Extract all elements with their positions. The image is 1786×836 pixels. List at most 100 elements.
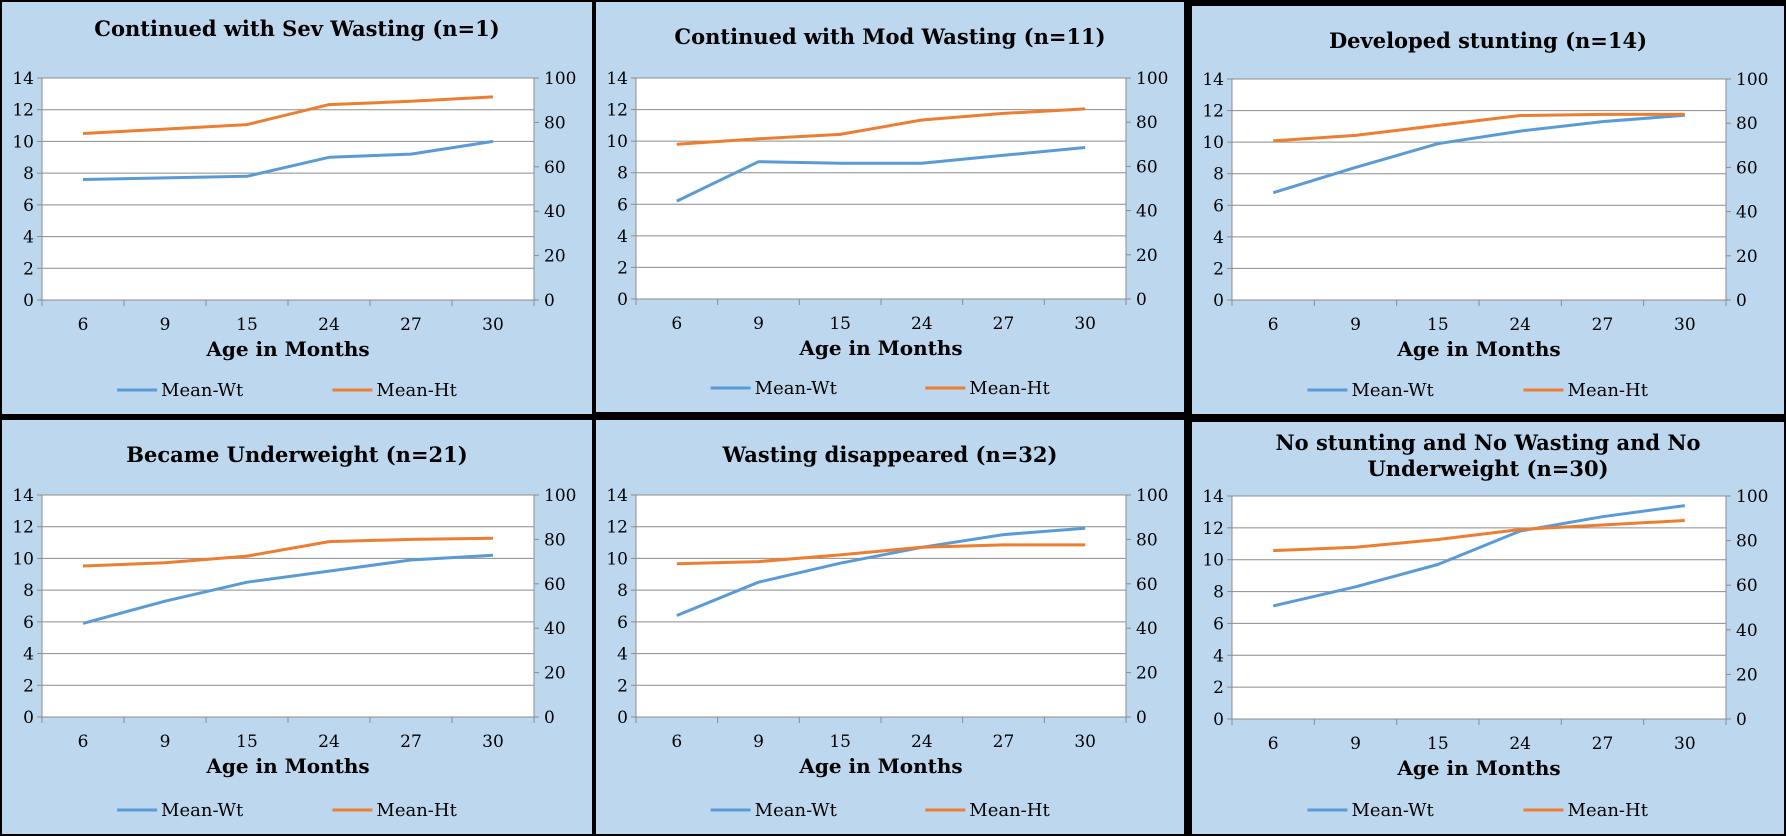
plot-area: [636, 495, 1126, 717]
y2-tick-label: 100: [1736, 487, 1768, 507]
y-tick-label: 2: [23, 676, 34, 696]
y2-tick-label: 40: [544, 202, 566, 222]
x-tick-label: 15: [1427, 734, 1449, 754]
x-axis-label: Age in Months: [205, 754, 369, 778]
series-line-mean-ht: [82, 536, 494, 568]
y-tick-label: 12: [12, 518, 34, 538]
series-line-mean-wt: [676, 526, 1086, 617]
legend-label: Mean-Ht: [1568, 380, 1649, 401]
y-tick-label: 6: [1213, 196, 1224, 216]
series-line-mean-ht: [676, 543, 1086, 566]
legend-label: Mean-Wt: [755, 378, 838, 399]
y2-tick-label: 20: [1736, 665, 1758, 685]
y-tick-label: 2: [1213, 678, 1224, 698]
chart-svg: Wasting disappeared (n=32)02468101214020…: [606, 442, 1168, 821]
x-axis-label: Age in Months: [205, 337, 369, 361]
y2-tick-label: 60: [544, 158, 566, 178]
x-tick-label: 9: [753, 314, 764, 334]
y-tick-label: 2: [1213, 259, 1224, 279]
x-tick-label: 6: [1268, 315, 1279, 335]
x-tick-label: 24: [911, 314, 933, 334]
y-tick-label: 0: [617, 708, 628, 728]
y2-tick-label: 100: [1136, 486, 1168, 506]
x-tick-label: 24: [318, 315, 340, 335]
y-tick-label: 14: [606, 486, 628, 506]
chart-title: Continued with Sev Wasting (n=1): [94, 16, 499, 41]
x-tick-label: 27: [400, 732, 422, 752]
series-line-mean-ht: [1273, 519, 1685, 553]
x-tick-label: 30: [482, 315, 504, 335]
chart-title: Continued with Mod Wasting (n=11): [674, 24, 1105, 49]
chart-svg: Became Underweight (n=21)024681012140204…: [12, 442, 576, 821]
legend-label: Mean-Wt: [755, 800, 838, 821]
x-axis-label: Age in Months: [798, 336, 962, 360]
x-tick-label: 30: [482, 732, 504, 752]
y-tick-label: 12: [12, 101, 34, 121]
y-tick-label: 6: [617, 613, 628, 633]
chart-svg: Continued with Mod Wasting (n=11) 0 24 6 8 10…: [606, 24, 1168, 399]
x-tick-label: 24: [1509, 315, 1531, 335]
series-line-mean-wt: [82, 139, 494, 181]
series-line-mean-wt: [1272, 504, 1686, 608]
x-tick-label: 15: [829, 314, 851, 334]
legend-label: Mean-Wt: [161, 800, 244, 821]
x-axis-label: Age in Months: [1396, 756, 1560, 780]
x-tick-label: 15: [236, 732, 258, 752]
y-tick-label: 2: [617, 676, 628, 696]
y-tick-label: 4: [23, 645, 34, 665]
plot-area: [42, 495, 534, 717]
chart-title: Wasting disappeared (n=32): [722, 442, 1058, 467]
y2-tick-label: 40: [544, 619, 566, 639]
y-tick-label: 6: [617, 195, 628, 215]
y-tick-label: 12: [606, 101, 628, 121]
y-tick-label: 0: [23, 708, 34, 728]
x-tick-label: 30: [1074, 732, 1096, 752]
y2-tick-label: 20: [1136, 246, 1158, 266]
legend-label: Mean-Ht: [969, 378, 1050, 399]
y-tick-label: 10: [606, 132, 628, 152]
legend-label: Mean-Wt: [161, 380, 244, 401]
x-tick-label: 6: [78, 315, 89, 335]
y-tick-label: 4: [617, 227, 628, 247]
plot-area: [1232, 79, 1726, 300]
legend-label: Mean-Ht: [376, 380, 457, 401]
y2-tick-label: 0: [1136, 290, 1147, 310]
y2-tick-label: 0: [544, 291, 555, 311]
y2-tick-label: 40: [1736, 203, 1758, 223]
y-tick-label: 8: [617, 164, 628, 184]
y2-tick-label: 100: [544, 486, 576, 506]
y-tick-label: 8: [1213, 583, 1224, 603]
y-tick-label: 0: [617, 290, 628, 310]
x-tick-label: 9: [1350, 734, 1361, 754]
x-tick-label: 27: [1592, 734, 1614, 754]
y-tick-label: 12: [606, 518, 628, 538]
x-tick-label: 9: [160, 732, 171, 752]
plot-area: [1232, 496, 1726, 719]
y-tick-label: 6: [23, 196, 34, 216]
legend-label: Mean-Ht: [1568, 800, 1649, 821]
y2-tick-label: 20: [1736, 247, 1758, 267]
y2-tick-label: 100: [1736, 70, 1768, 90]
y-tick-label: 8: [23, 581, 34, 601]
y2-tick-label: 80: [544, 113, 566, 133]
x-tick-label: 6: [1268, 734, 1279, 754]
legend-label: Mean-Ht: [376, 800, 457, 821]
y-tick-label: 0: [1213, 291, 1224, 311]
y-tick-label: 10: [1202, 551, 1224, 571]
x-tick-label: 30: [1074, 314, 1096, 334]
y-tick-label: 0: [23, 291, 34, 311]
chart-title: No stunting and No Wasting and No: [1275, 430, 1700, 455]
series-line-mean-wt: [1272, 113, 1685, 195]
y-tick-label: 2: [23, 259, 34, 279]
y-tick-label: 8: [617, 581, 628, 601]
y2-tick-label: 80: [1736, 114, 1758, 134]
x-tick-label: 30: [1674, 315, 1696, 335]
series-line-mean-wt: [82, 553, 494, 625]
x-tick-label: 27: [993, 732, 1015, 752]
y2-tick-label: 80: [1736, 532, 1758, 552]
y-tick-label: 0: [1213, 710, 1224, 730]
legend-label: Mean-Wt: [1351, 800, 1434, 821]
series-line-mean-ht: [1273, 112, 1685, 143]
x-tick-label: 27: [400, 315, 422, 335]
